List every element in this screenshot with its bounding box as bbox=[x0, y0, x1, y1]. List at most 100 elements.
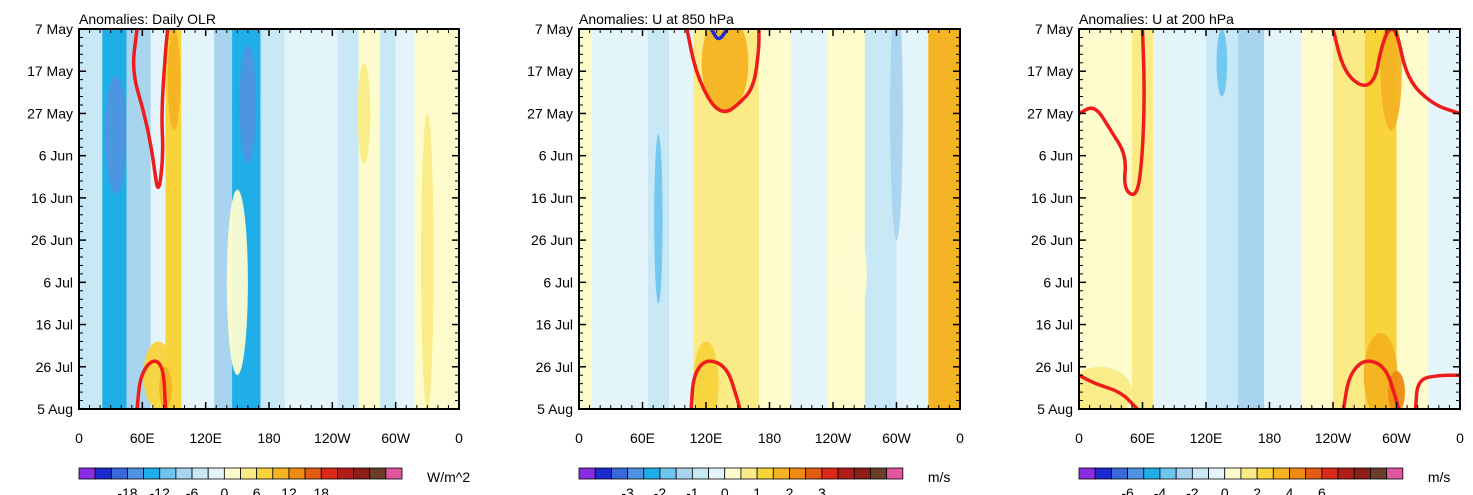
colorbar-label: 6 bbox=[1318, 485, 1326, 495]
anomaly-band bbox=[181, 29, 198, 409]
y-tick-label: 17 May bbox=[1027, 63, 1073, 79]
panel-title: Anomalies: Daily OLR bbox=[79, 11, 216, 27]
heatmap-field bbox=[579, 29, 960, 409]
colorbar-swatch bbox=[756, 467, 774, 480]
colorbar-label: 18 bbox=[313, 485, 329, 495]
anomaly-blob bbox=[1241, 134, 1255, 304]
anomaly-blob bbox=[654, 134, 663, 304]
colorbar-swatch bbox=[789, 467, 807, 480]
x-tick-label: 0 bbox=[455, 430, 463, 446]
panel-2: Anomalies: U at 850 hPa 0 60E 120E 180 120W 60… bbox=[527, 11, 964, 495]
colorbar-label: -4 bbox=[1154, 485, 1167, 495]
anomaly-band bbox=[1153, 29, 1180, 409]
colorbar-swatch bbox=[821, 467, 839, 480]
x-tick-label: 60E bbox=[130, 430, 155, 446]
y-tick-label: 26 Jul bbox=[36, 359, 73, 375]
x-tick-label: 180 bbox=[758, 430, 782, 446]
anomaly-band bbox=[591, 29, 627, 409]
anomaly-blob bbox=[890, 29, 903, 241]
colorbar-swatch bbox=[336, 467, 354, 480]
x-tick-label: 120W bbox=[314, 430, 351, 446]
anomaly-band bbox=[1301, 29, 1333, 409]
anomaly-blob bbox=[1388, 371, 1405, 409]
y-tick-label: 6 Jun bbox=[1039, 148, 1073, 164]
colorbar-swatch bbox=[1256, 467, 1274, 480]
anomaly-band bbox=[928, 29, 960, 409]
contour-line bbox=[131, 29, 170, 190]
y-tick-label: 26 Jun bbox=[31, 232, 73, 248]
colorbar-swatch bbox=[320, 467, 338, 480]
colorbar-swatch bbox=[1305, 467, 1323, 480]
colorbar-swatch bbox=[772, 467, 790, 480]
y-tick-label: 6 Jul bbox=[1043, 274, 1073, 290]
y-tick-label: 5 Aug bbox=[1037, 401, 1073, 417]
anomaly-blob bbox=[693, 341, 719, 409]
colorbar-label: 2 bbox=[1253, 485, 1261, 495]
anomaly-blob bbox=[167, 29, 181, 131]
colorbar-swatch bbox=[385, 467, 403, 480]
y-tick-label: 16 Jun bbox=[1031, 190, 1073, 206]
x-tick-label: 60W bbox=[381, 430, 411, 446]
panel-title: Anomalies: U at 850 hPa bbox=[579, 11, 734, 27]
y-tick-label: 17 May bbox=[27, 63, 73, 79]
colorbar-swatch bbox=[594, 467, 612, 480]
anomaly-band bbox=[693, 29, 717, 409]
x-tick-label: 60E bbox=[1130, 430, 1155, 446]
colorbar-swatch bbox=[1143, 467, 1161, 480]
colorbar-swatch bbox=[853, 467, 871, 480]
contour-line bbox=[1413, 373, 1460, 409]
colorbar-swatch bbox=[143, 467, 161, 480]
y-tick-label: 16 Jul bbox=[1036, 317, 1073, 333]
y-tick-label: 27 May bbox=[1027, 105, 1073, 121]
colorbar-swatch bbox=[1078, 467, 1096, 480]
y-tick-label: 17 May bbox=[527, 63, 573, 79]
colorbar-swatch bbox=[1272, 467, 1290, 480]
anomaly-band bbox=[1110, 29, 1132, 409]
contour-line bbox=[1331, 29, 1460, 116]
colorbar-swatch bbox=[1321, 467, 1339, 480]
x-tick-label: 120E bbox=[1190, 430, 1223, 446]
colorbar-swatch bbox=[94, 467, 112, 480]
y-tick-label: 26 Jun bbox=[1031, 232, 1073, 248]
anomaly-blob bbox=[226, 189, 248, 376]
x-tick-label: 180 bbox=[1258, 430, 1282, 446]
colorbar-swatch bbox=[578, 467, 596, 480]
colorbar-swatch bbox=[1191, 467, 1209, 480]
colorbar-swatch bbox=[1224, 467, 1242, 480]
colorbar-swatch bbox=[78, 467, 96, 480]
colorbar-label: 6 bbox=[253, 485, 261, 495]
colorbar-swatch bbox=[724, 467, 742, 480]
anomaly-blob bbox=[701, 29, 749, 114]
colorbar-swatch bbox=[740, 467, 758, 480]
colorbar-units: m/s bbox=[928, 469, 951, 485]
anomaly-band bbox=[579, 29, 592, 409]
heatmap-field bbox=[1079, 29, 1460, 409]
y-tick-label: 26 Jul bbox=[1036, 359, 1073, 375]
anomaly-band bbox=[197, 29, 215, 409]
anomaly-blob bbox=[1380, 29, 1402, 131]
colorbar-label: -2 bbox=[1186, 485, 1199, 495]
y-tick-label: 5 Aug bbox=[37, 401, 73, 417]
x-tick-label: 120E bbox=[189, 430, 222, 446]
colorbar-label: 0 bbox=[220, 485, 228, 495]
colorbar-swatch bbox=[353, 467, 371, 480]
anomaly-band bbox=[1079, 29, 1111, 409]
heatmap-field bbox=[79, 29, 459, 409]
contour-line bbox=[1079, 29, 1146, 197]
y-tick-label: 27 May bbox=[527, 105, 573, 121]
anomaly-blob bbox=[239, 45, 257, 165]
x-tick-label: 120E bbox=[690, 430, 723, 446]
colorbar-swatch bbox=[691, 467, 709, 480]
anomaly-band bbox=[1179, 29, 1206, 409]
colorbar-swatch bbox=[627, 467, 645, 480]
colorbar-swatch bbox=[256, 467, 274, 480]
x-tick-label: 0 bbox=[956, 430, 964, 446]
anomaly-band bbox=[284, 29, 338, 409]
colorbar-swatch bbox=[1240, 467, 1258, 480]
anomaly-band bbox=[1333, 29, 1365, 409]
colorbar-swatch bbox=[207, 467, 225, 480]
contour-line bbox=[689, 359, 742, 409]
y-tick-label: 26 Jun bbox=[531, 232, 573, 248]
anomaly-band bbox=[1131, 29, 1154, 409]
x-tick-label: 120W bbox=[815, 430, 852, 446]
